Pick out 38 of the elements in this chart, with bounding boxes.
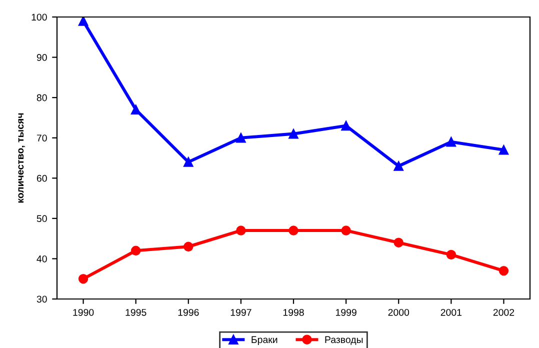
point <box>78 17 88 26</box>
point <box>341 120 351 131</box>
point <box>288 128 298 139</box>
point <box>394 161 404 171</box>
point <box>78 274 88 284</box>
y-tick-label: 50 <box>36 215 47 222</box>
point <box>236 226 246 236</box>
point <box>184 157 194 167</box>
x-tick-label: 2000 <box>388 308 410 316</box>
x-tick-label: 1998 <box>283 308 304 316</box>
point <box>236 132 246 143</box>
y-tick-label: 80 <box>36 94 47 102</box>
point <box>288 226 298 236</box>
point <box>498 145 509 155</box>
y-axis-title: количество, тысяч <box>18 113 25 203</box>
x-tick-label: 1999 <box>336 308 356 316</box>
point <box>446 250 456 260</box>
y-tick-label: 70 <box>36 134 47 142</box>
x-tick-label: 1995 <box>126 308 146 316</box>
y-tick-label: 40 <box>36 255 47 262</box>
y-tick-label: 30 <box>36 296 47 303</box>
x-tick-label: 2001 <box>440 308 462 316</box>
x-tick-label: 2002 <box>493 308 514 316</box>
point <box>341 226 351 236</box>
point <box>446 137 456 147</box>
point <box>130 104 141 115</box>
legend-label: Браки <box>252 336 278 346</box>
point <box>184 242 194 252</box>
x-tick-label: 1990 <box>73 308 94 316</box>
point <box>498 266 509 276</box>
point <box>130 246 141 256</box>
legend-label: Разводы <box>325 336 363 345</box>
point <box>394 238 404 248</box>
x-tick-label: 1997 <box>230 308 252 316</box>
y-tick-label: 90 <box>36 54 47 61</box>
y-tick-label: 100 <box>32 14 47 21</box>
x-tick-label: 1996 <box>178 308 199 316</box>
y-tick-label: 60 <box>36 174 47 182</box>
